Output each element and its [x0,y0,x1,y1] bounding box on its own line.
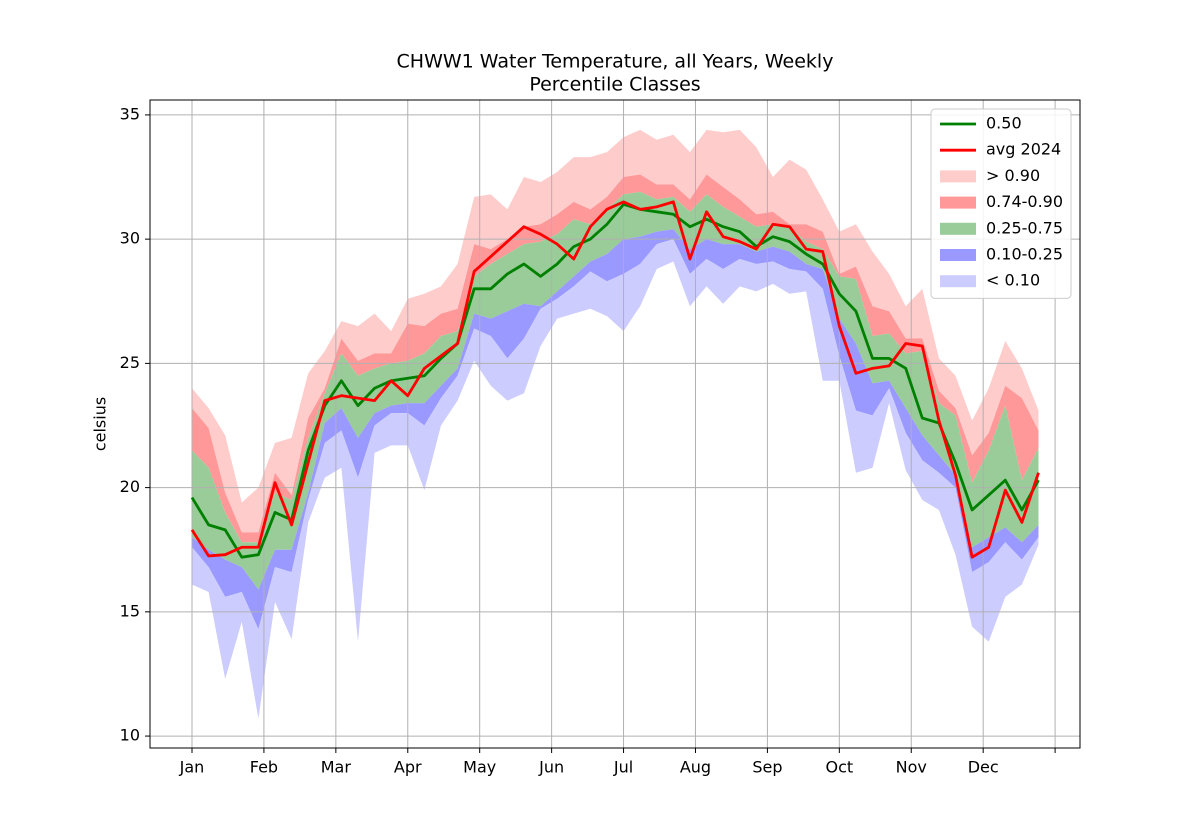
x-tick-label: Feb [250,758,278,777]
x-tick-label: Jul [613,758,633,777]
legend-label: 0.74-0.90 [986,192,1063,211]
y-tick-label: 20 [120,477,140,496]
x-tick-label: Sep [752,758,782,777]
legend-swatch [940,275,976,288]
legend-label: 0.50 [986,114,1022,133]
x-tick-label: Aug [680,758,711,777]
y-tick-label: 35 [120,104,140,123]
chart-title: Percentile Classes [529,74,700,96]
y-tick-label: 30 [120,229,140,248]
legend-label: avg 2024 [986,140,1061,159]
x-tick-label: Jun [538,758,564,777]
x-tick-label: Nov [896,758,927,777]
x-tick-label: Dec [968,758,999,777]
x-tick-label: Apr [394,758,422,777]
x-tick-label: Mar [321,758,352,777]
x-tick-label: Oct [825,758,853,777]
x-tick-label: May [463,758,496,777]
legend-label: > 0.90 [986,166,1040,185]
legend-swatch [940,196,976,209]
x-tick-label: Jan [179,758,205,777]
legend-label: 0.25-0.75 [986,218,1063,237]
band-area [191,129,1039,533]
chart-title: CHWW1 Water Temperature, all Years, Week… [397,51,834,73]
legend-label: < 0.10 [986,271,1040,290]
legend-swatch [940,170,976,183]
line [190,200,1040,559]
plot-frame [149,99,1081,749]
y-tick-label: 25 [120,353,140,372]
y-axis-label: celsius [91,397,110,451]
band-area [191,239,1039,719]
line [190,202,1040,559]
legend-label: 0.10-0.25 [986,245,1063,264]
y-tick-label: 10 [120,726,140,745]
legend-swatch [940,222,976,235]
y-tick-label: 15 [120,601,140,620]
legend-swatch [940,249,976,261]
